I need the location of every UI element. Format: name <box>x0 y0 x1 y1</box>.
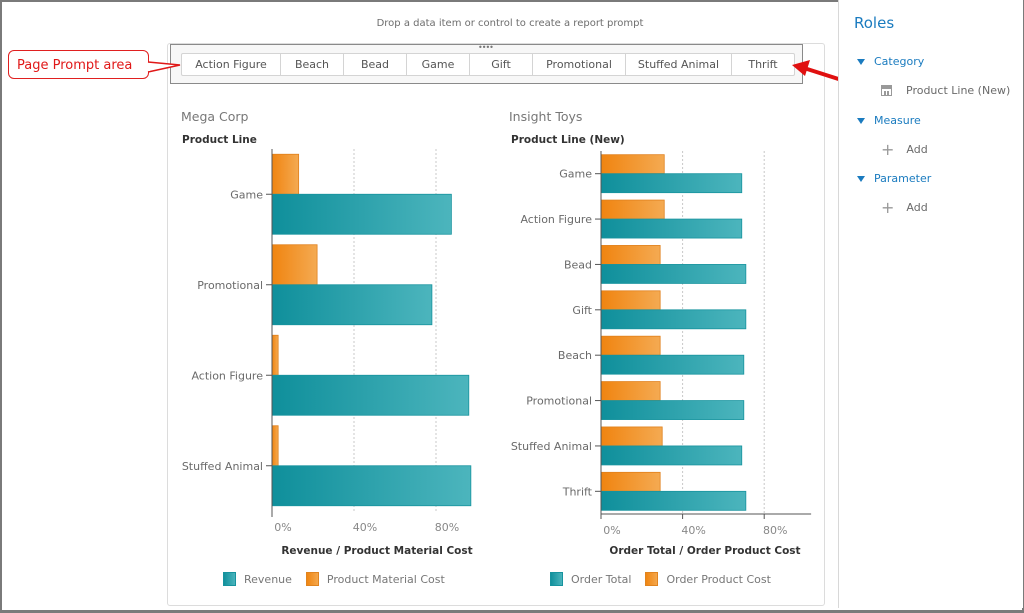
bar-order-total <box>600 309 747 330</box>
parameter-add-button[interactable]: + Add <box>881 198 928 217</box>
roles-title: Roles <box>854 14 895 32</box>
chart-1-legend: Revenue Product Material Cost <box>223 572 459 586</box>
bar-order-total <box>600 400 745 420</box>
y-tick-label: Gift <box>572 304 592 317</box>
prompt-button-beach[interactable]: Beach <box>281 54 344 75</box>
parameter-add-label: Add <box>906 201 928 214</box>
role-category-label: Category <box>874 55 925 68</box>
bar-product-material-cost <box>271 153 300 195</box>
plus-icon: + <box>881 198 895 217</box>
legend-swatch-revenue <box>223 572 236 586</box>
prompt-button-stuffed-animal[interactable]: Stuffed Animal <box>626 54 732 75</box>
y-tick-label: Game <box>230 188 263 201</box>
role-category-header[interactable]: Category <box>839 55 924 68</box>
x-tick-label: 40% <box>353 521 377 534</box>
bar-order-product-cost <box>600 381 661 401</box>
collapse-triangle-icon <box>857 117 865 124</box>
page-prompt-callout: Page Prompt area <box>8 50 149 79</box>
y-tick-label: Thrift <box>562 485 593 498</box>
bar-order-product-cost <box>600 335 661 356</box>
bar-revenue <box>271 374 470 416</box>
chart-2-y-axis-title: Product Line (New) <box>511 134 625 146</box>
legend-swatch-order-product-cost <box>645 572 659 586</box>
bar-order-total <box>600 354 745 375</box>
prompt-button-gift[interactable]: Gift <box>470 54 533 75</box>
bar-order-product-cost <box>600 245 661 265</box>
prompt-button-bar: Action Figure Beach Bead Game Gift Promo… <box>181 53 795 76</box>
collapse-triangle-icon <box>857 58 865 65</box>
bar-order-total <box>600 264 747 284</box>
chart-2-x-axis-title: Order Total / Order Product Cost <box>609 545 801 557</box>
x-tick-label: 0% <box>274 521 291 534</box>
x-tick-label: 0% <box>603 524 620 535</box>
legend-swatch-order-total <box>550 572 563 586</box>
collapse-triangle-icon <box>857 175 865 182</box>
y-tick-label: Beach <box>558 349 592 362</box>
role-measure-label: Measure <box>874 114 921 127</box>
y-tick-label: Promotional <box>526 395 592 408</box>
chart-1-plot[interactable]: Game Promotional Action Figure Stuffed Anim… <box>170 145 490 535</box>
prompt-button-thrift[interactable]: Thrift <box>748 58 778 71</box>
bar-order-total <box>600 218 743 239</box>
bar-product-material-cost <box>271 244 318 286</box>
roles-pane: Roles Category Product Line (New) Measur… <box>838 0 1023 608</box>
y-tick-label: Stuffed Animal <box>511 440 592 453</box>
plus-icon: + <box>881 140 895 159</box>
bar-revenue <box>271 193 452 235</box>
y-tick-label: Game <box>559 168 592 181</box>
chart-2-legend: Order Total Order Product Cost <box>550 572 785 586</box>
role-category-item[interactable]: Product Line (New) <box>881 84 1010 97</box>
bar-revenue <box>271 465 472 507</box>
y-tick-label: Bead <box>564 258 592 271</box>
bar-order-product-cost <box>600 290 661 311</box>
bar-order-product-cost <box>600 199 665 220</box>
bar-order-total <box>600 173 743 194</box>
legend-swatch-product-material-cost <box>305 572 319 586</box>
role-parameter-header[interactable]: Parameter <box>839 172 931 185</box>
bar-order-product-cost <box>600 426 663 447</box>
legend-label-revenue: Revenue <box>244 572 292 586</box>
measure-add-label: Add <box>906 143 928 156</box>
bar-order-product-cost <box>600 471 661 492</box>
bar-order-total <box>600 445 743 466</box>
legend-label-order-total: Order Total <box>571 572 632 586</box>
legend-label-product-material-cost: Product Material Cost <box>326 572 445 586</box>
y-tick-label: Action Figure <box>520 213 592 226</box>
y-tick-label: Stuffed Animal <box>182 460 263 473</box>
prompt-button-game[interactable]: Game <box>407 54 470 75</box>
x-tick-label: 80% <box>763 524 787 535</box>
y-tick-label: Promotional <box>197 279 263 292</box>
prompt-button-action-figure[interactable]: Action Figure <box>182 54 281 75</box>
chart-2-plot[interactable]: Game Action Figure Bead Gift Beach Promotiona… <box>500 145 820 535</box>
callout-pointer <box>146 61 181 73</box>
drag-handle-icon[interactable]: •••• <box>478 43 494 52</box>
category-data-item-icon <box>881 85 892 96</box>
chart-1-title: Mega Corp <box>181 109 249 124</box>
prompt-button-promotional[interactable]: Promotional <box>533 54 626 75</box>
legend-label-order-product-cost: Order Product Cost <box>666 572 771 586</box>
y-tick-label: Action Figure <box>191 369 263 382</box>
bar-product-material-cost <box>271 425 279 467</box>
bar-product-material-cost <box>271 334 279 376</box>
measure-add-button[interactable]: + Add <box>881 140 928 159</box>
prompt-drop-hint: Drop a data item or control to create a … <box>376 18 644 29</box>
x-tick-label: 40% <box>681 524 705 535</box>
bar-revenue <box>271 284 433 326</box>
category-item-label: Product Line (New) <box>906 84 1011 97</box>
chart-1-y-axis-title: Product Line <box>182 134 257 146</box>
bar-order-product-cost <box>600 154 665 175</box>
x-tick-label: 80% <box>435 521 459 534</box>
chart-1-x-axis-title: Revenue / Product Material Cost <box>281 545 473 557</box>
chart-2-title: Insight Toys <box>509 109 583 124</box>
role-measure-header[interactable]: Measure <box>839 114 921 127</box>
prompt-button-bead[interactable]: Bead <box>344 54 407 75</box>
bar-order-total <box>600 490 747 511</box>
role-parameter-label: Parameter <box>874 172 932 185</box>
